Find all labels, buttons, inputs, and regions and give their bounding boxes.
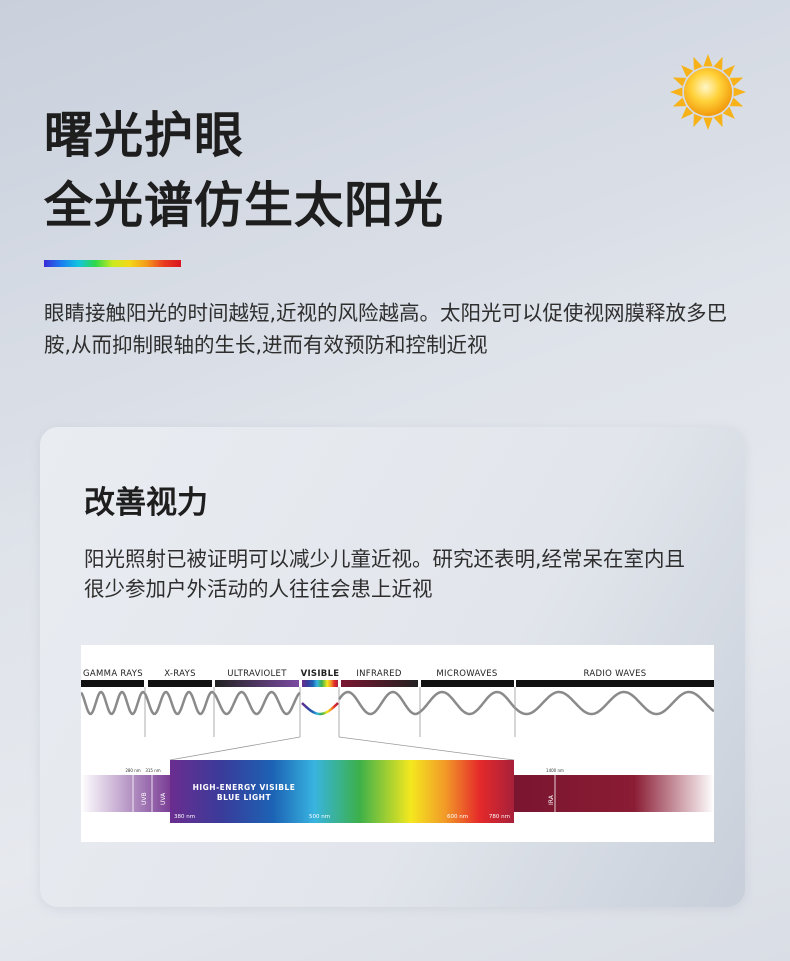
rainbow-divider xyxy=(44,260,181,267)
page-subtitle: 全光谱仿生太阳光 xyxy=(44,177,445,234)
page-title: 曙光护眼 xyxy=(44,107,245,164)
nm-315-label: 315 nm xyxy=(145,768,160,773)
band-label: ULTRAVIOLET xyxy=(227,669,287,679)
intro-text: 眼睛接触阳光的时间越短,近视的风险越高。太阳光可以促使视网膜释放多巴胺,从而抑制… xyxy=(44,301,728,357)
band-label: VISIBLE xyxy=(301,669,340,679)
uvb-label: UVB xyxy=(141,792,148,805)
band-label: X-RAYS xyxy=(164,669,196,679)
nm-380-label: 380 nm xyxy=(174,814,195,820)
band-label: INFRARED xyxy=(356,669,402,679)
nm-600-label: 600 nm xyxy=(447,814,468,820)
spectrum-diagram: GAMMA RAYS X-RAYS ULTRAVIOLET VISIBLE INFRAR… xyxy=(81,645,714,842)
nm-780-label: 780 nm xyxy=(489,814,510,820)
nm-1400-label: 1400 nm xyxy=(546,768,564,773)
band-label: RADIO WAVES xyxy=(584,669,647,679)
nm-280-label: 280 nm xyxy=(125,768,140,773)
card-title: 改善视力 xyxy=(84,485,208,521)
uva-label: UVA xyxy=(160,792,167,805)
band-label: MICROWAVES xyxy=(436,669,497,679)
card-text: 阳光照射已被证明可以减少儿童近视。研究还表明,经常呆在室内且很少参加户外活动的人… xyxy=(84,547,686,601)
sun-icon xyxy=(670,54,746,130)
hev-label-line1: HIGH-ENERGY VISIBLE xyxy=(193,783,296,792)
vision-card: 改善视力 阳光照射已被证明可以减少儿童近视。研究还表明,经常呆在室内且很少参加户… xyxy=(40,427,745,907)
band-label: GAMMA RAYS xyxy=(83,669,143,679)
hev-label-line2: BLUE LIGHT xyxy=(217,793,272,802)
ira-label: IRA xyxy=(548,794,555,805)
nm-500-label: 500 nm xyxy=(309,814,330,820)
